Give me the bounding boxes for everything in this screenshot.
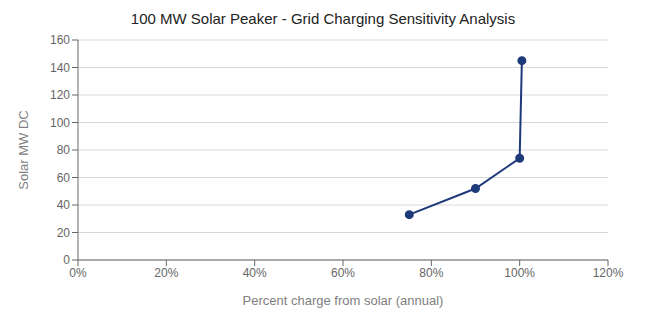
svg-text:60%: 60% bbox=[331, 266, 355, 280]
svg-text:40%: 40% bbox=[243, 266, 267, 280]
svg-text:Percent charge from solar (ann: Percent charge from solar (annual) bbox=[243, 293, 444, 308]
svg-text:80%: 80% bbox=[419, 266, 443, 280]
svg-text:20: 20 bbox=[57, 226, 71, 240]
svg-text:20%: 20% bbox=[154, 266, 178, 280]
svg-text:100%: 100% bbox=[504, 266, 535, 280]
svg-text:100: 100 bbox=[50, 116, 70, 130]
svg-text:0%: 0% bbox=[69, 266, 87, 280]
svg-text:140: 140 bbox=[50, 61, 70, 75]
svg-text:80: 80 bbox=[57, 143, 71, 157]
svg-text:120: 120 bbox=[50, 88, 70, 102]
svg-text:Solar MW DC: Solar MW DC bbox=[16, 110, 31, 189]
svg-text:60: 60 bbox=[57, 171, 71, 185]
html-text:100 MW Solar Peaker - Grid Cha: 100 MW Solar Peaker - Grid Charging Sens… bbox=[130, 10, 516, 27]
svg-text:0: 0 bbox=[63, 253, 70, 267]
svg-text:120%: 120% bbox=[593, 266, 624, 280]
svg-text:160: 160 bbox=[50, 33, 70, 47]
svg-text:40: 40 bbox=[57, 198, 71, 212]
